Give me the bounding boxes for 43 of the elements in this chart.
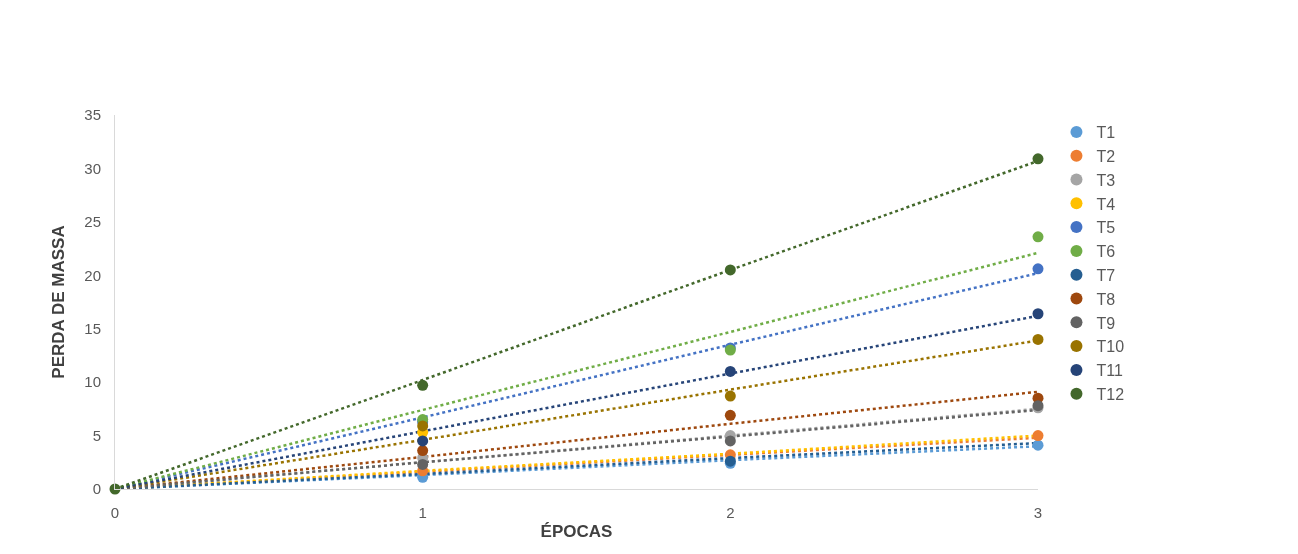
point — [724, 264, 736, 276]
point — [1032, 333, 1044, 345]
y-tick-label: 30 — [84, 159, 101, 177]
point — [724, 390, 736, 402]
y-tick-label: 25 — [84, 213, 101, 231]
y-axis-title: PERDA DE MASSA — [48, 225, 68, 379]
x-tick-label: 2 — [726, 504, 735, 521]
y-tick-label: 15 — [84, 319, 101, 337]
legend-label: T10 — [1096, 338, 1125, 356]
point — [724, 409, 736, 421]
point — [417, 445, 429, 457]
y-tick-label: 20 — [84, 266, 101, 284]
legend-label: T2 — [1096, 147, 1116, 165]
point — [1032, 231, 1044, 243]
legend-label: T4 — [1096, 195, 1116, 213]
legend-label: T5 — [1096, 219, 1116, 237]
point — [724, 365, 736, 377]
y-tick-label: 10 — [84, 373, 101, 391]
legend-label: T7 — [1096, 266, 1116, 284]
point — [1032, 308, 1044, 320]
point — [1032, 153, 1044, 165]
x-tick-label: 0 — [110, 504, 120, 521]
point — [1032, 430, 1044, 442]
y-tick-label: 35 — [84, 106, 101, 124]
point — [724, 435, 736, 447]
x-tick-label: 3 — [1033, 504, 1043, 521]
legend-label: T8 — [1096, 290, 1116, 308]
legend-label: T12 — [1096, 385, 1125, 403]
legend-label: T11 — [1096, 362, 1123, 380]
legend-label: T3 — [1096, 171, 1116, 189]
legend-label: T1 — [1096, 124, 1116, 142]
point — [1032, 439, 1044, 451]
x-tick-label: 1 — [418, 504, 427, 521]
point — [417, 435, 429, 447]
y-tick-label: 0 — [92, 480, 101, 498]
legend-label: T9 — [1096, 314, 1116, 332]
y-tick-label: 5 — [92, 426, 101, 444]
legend-label: T6 — [1096, 243, 1116, 261]
point — [417, 379, 429, 391]
point — [417, 420, 429, 432]
point — [417, 458, 429, 470]
x-axis-title: ÉPOCAS — [540, 522, 613, 542]
point — [1032, 263, 1044, 275]
